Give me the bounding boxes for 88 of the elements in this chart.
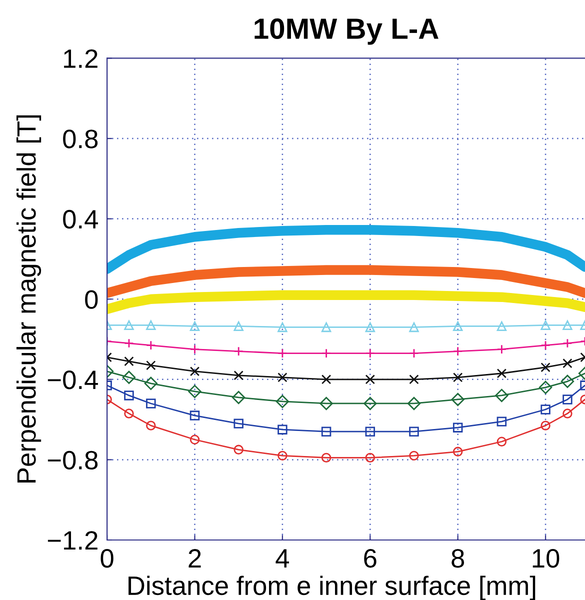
point	[496, 368, 507, 378]
point	[278, 322, 288, 332]
y-tick-label: −0.4	[48, 370, 98, 390]
x-axis-title: Distance from e inner surface [mm]	[128, 576, 536, 600]
point	[452, 321, 463, 332]
point	[365, 348, 376, 358]
point	[278, 348, 288, 358]
point	[146, 398, 156, 408]
point	[452, 372, 463, 382]
point	[321, 348, 332, 358]
point	[122, 370, 136, 384]
point	[540, 320, 550, 330]
point	[146, 320, 156, 330]
point	[496, 436, 507, 446]
point	[540, 362, 550, 372]
point	[276, 394, 290, 408]
point	[409, 426, 419, 436]
point	[124, 356, 134, 366]
point	[278, 372, 288, 382]
point	[560, 374, 574, 388]
point	[146, 360, 156, 370]
point	[496, 321, 507, 332]
point	[124, 390, 134, 400]
y-tick-label: 0	[85, 290, 98, 309]
point	[364, 396, 377, 410]
point	[234, 370, 244, 380]
point	[409, 374, 419, 384]
point	[538, 380, 552, 394]
y-axis-title: Perpendicular magnetic field [T]	[16, 115, 42, 482]
point	[365, 452, 376, 463]
y-tick-label: 0.8	[63, 130, 98, 148]
point	[321, 452, 332, 463]
point	[562, 358, 572, 368]
y-tick-label: 0.4	[63, 210, 98, 229]
point	[407, 396, 421, 410]
point	[234, 346, 244, 356]
point	[124, 338, 134, 348]
point	[562, 320, 572, 330]
point	[146, 340, 156, 350]
point	[190, 410, 200, 420]
point	[562, 394, 572, 404]
point	[365, 322, 376, 332]
point	[365, 374, 376, 384]
point	[234, 418, 244, 428]
point	[321, 426, 332, 436]
point	[452, 422, 463, 432]
y-tick-label: −1.2	[48, 531, 98, 550]
point	[190, 434, 200, 444]
point	[540, 340, 550, 350]
x-tick-label: 8	[452, 549, 464, 568]
point	[190, 344, 200, 354]
point	[232, 390, 246, 404]
point	[321, 374, 332, 384]
point	[496, 416, 507, 426]
x-tick-label: 10	[532, 549, 560, 568]
point	[540, 404, 550, 414]
x-tick-label: 0	[100, 549, 114, 568]
point	[409, 348, 419, 358]
point	[409, 450, 419, 461]
point	[540, 420, 550, 430]
point	[495, 388, 508, 402]
point	[451, 392, 464, 406]
x-tick-label: 6	[364, 549, 376, 568]
point	[278, 424, 288, 434]
point	[321, 322, 332, 332]
point	[409, 322, 419, 332]
point	[124, 408, 134, 418]
point	[452, 446, 463, 457]
y-tick-label: 1.2	[64, 49, 98, 68]
point	[124, 320, 134, 330]
point	[365, 426, 376, 436]
point	[562, 338, 572, 348]
point	[146, 420, 156, 430]
point	[188, 384, 202, 398]
point	[144, 376, 158, 390]
x-tick-label: 4	[276, 549, 290, 568]
point	[562, 408, 572, 418]
point	[320, 396, 333, 410]
point	[190, 366, 200, 376]
point	[234, 444, 244, 455]
x-tick-label: 2	[188, 549, 201, 568]
chart-title: 10MW By L-A	[254, 18, 438, 45]
y-tick-label: −0.8	[48, 450, 98, 470]
point	[496, 344, 507, 354]
point	[452, 346, 463, 356]
point	[234, 321, 244, 332]
point	[278, 450, 288, 461]
point	[190, 321, 200, 332]
